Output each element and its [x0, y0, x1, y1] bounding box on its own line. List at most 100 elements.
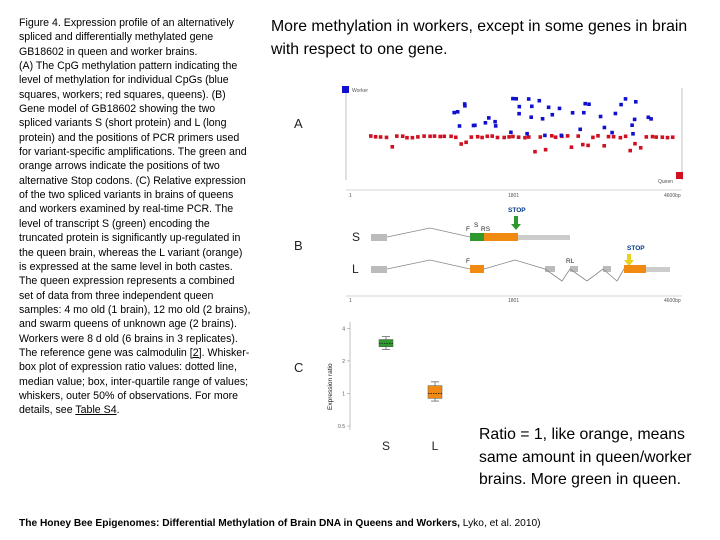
exon-l-3 [545, 266, 555, 272]
worker-cpg-point [483, 121, 488, 125]
worker-cpg-point [557, 106, 562, 111]
axis-b-mid: 1801 [508, 298, 519, 304]
queen-cpg-point [475, 134, 480, 139]
panel-c: C Expression ratio 4 2 1 0.5 S L [294, 322, 443, 453]
exon-s-1 [371, 234, 387, 241]
transcript-l: F RL [371, 258, 670, 282]
queen-cpg-point [459, 142, 463, 146]
intron-l-2 [483, 259, 625, 282]
stop-arrow-l [624, 254, 634, 266]
queen-cpg-point [400, 134, 405, 138]
queen-cpg-point [581, 142, 585, 147]
ratio-note: Ratio = 1, like orange, means same amoun… [479, 426, 692, 488]
worker-cpg-point [473, 123, 477, 128]
queen-cpg-point [638, 146, 643, 150]
primer-s-mark: S [474, 222, 479, 229]
box-l [427, 385, 443, 399]
queen-cpg-point [464, 140, 468, 145]
queen-cpg-point [432, 134, 437, 138]
worker-cpg-point [649, 117, 653, 121]
queen-cpg-point [628, 148, 632, 153]
panel-a-label: A [294, 116, 303, 131]
caption-panel-c-cont: . Whisker-box plot of expression ratio v… [19, 346, 250, 417]
worker-cpg-point [578, 127, 582, 132]
queen-cpg-point [576, 134, 580, 138]
c-ylabel: Expression ratio [327, 363, 334, 410]
queen-cpg-point [410, 135, 415, 140]
worker-cpg-point [619, 102, 623, 107]
axis-a-mid: 1801 [508, 193, 519, 199]
box-s [378, 339, 394, 348]
queen-cpg-point [633, 141, 637, 146]
queen-cpg-point [378, 135, 383, 139]
primer-f-l: F [466, 258, 470, 265]
worker-cpg-point [634, 100, 638, 104]
exon-l-6 [624, 265, 646, 273]
worker-cpg-point [452, 110, 456, 115]
queen-cpg-point [623, 134, 628, 139]
queen-cpg-point [565, 134, 570, 138]
slide-headline: More methylation in workers, except in s… [271, 18, 688, 58]
worker-cpg-point [543, 133, 547, 138]
table-s4-link[interactable]: Table S4 [75, 404, 117, 417]
queen-cpg-point [650, 134, 655, 139]
queen-cpg-point [516, 135, 521, 139]
worker-cpg-point [583, 101, 587, 106]
worker-cpg-point [587, 102, 591, 106]
queen-cpg-point [511, 134, 515, 139]
caption-panel-b: (B) Gene model of GB18602 showing the tw… [19, 88, 247, 187]
transcript-s: F RS S [371, 222, 570, 241]
axis-a-end: 4600bp [664, 193, 681, 199]
reference-link-2[interactable]: [2] [189, 346, 202, 359]
exon-s-2 [470, 233, 518, 241]
c-category-s: S [382, 439, 390, 453]
worker-cpg-point [582, 110, 586, 115]
queen-cpg-point [670, 135, 675, 139]
primer-f-s: F [466, 226, 470, 233]
axis-a-start: 1 [349, 193, 352, 199]
queen-cpg-point [523, 135, 527, 140]
axis-b-end: 4600bp [664, 298, 681, 304]
worker-cpg-point [570, 111, 575, 115]
c-y-tick-label: 4 [342, 326, 345, 332]
intron-l-1 [386, 259, 471, 270]
queen-cpg-point [553, 135, 558, 139]
c-category-l: L [432, 439, 439, 453]
exon-l-5 [603, 266, 611, 272]
queen-cpg-point [422, 134, 426, 138]
axis-b-start: 1 [349, 298, 352, 304]
queen-cpg-point [527, 135, 531, 139]
queen-cpg-point [596, 134, 600, 138]
queen-cpg-point [533, 149, 537, 154]
queen-cpg-point [490, 134, 494, 138]
citation: The Honey Bee Epigenomes: Differential M… [19, 517, 709, 530]
c-y-tick-label: 0.5 [338, 424, 345, 430]
queen-cpg-point [395, 134, 399, 138]
queen-cpg-point [416, 135, 420, 139]
worker-cpg-point [602, 125, 607, 130]
worker-cpg-point [487, 116, 491, 120]
c-y-ticks: 4 2 1 0.5 [338, 326, 350, 430]
stop-arrow-s [511, 216, 521, 230]
legend-worker-label: Worker [352, 88, 368, 94]
queen-cpg-point [507, 135, 511, 139]
worker-cpg-point [598, 114, 603, 119]
worker-cpg-point [493, 124, 498, 128]
queen-cpg-point [480, 135, 484, 140]
queen-cpg-point [618, 135, 623, 140]
worker-cpg-point [546, 105, 551, 110]
queen-cpg-point [485, 134, 490, 139]
legend-worker-swatch [342, 86, 349, 93]
queen-methylation-points [369, 134, 675, 154]
queen-cpg-point [660, 135, 665, 139]
queen-cpg-point [469, 135, 474, 139]
exon-s-3 [518, 235, 570, 240]
queen-cpg-point [644, 135, 649, 139]
queen-cpg-point [373, 135, 378, 139]
queen-cpg-point [384, 135, 389, 140]
worker-cpg-point [463, 104, 467, 108]
worker-cpg-point [517, 104, 522, 109]
worker-cpg-point [631, 132, 635, 136]
worker-methylation-points [452, 96, 653, 138]
